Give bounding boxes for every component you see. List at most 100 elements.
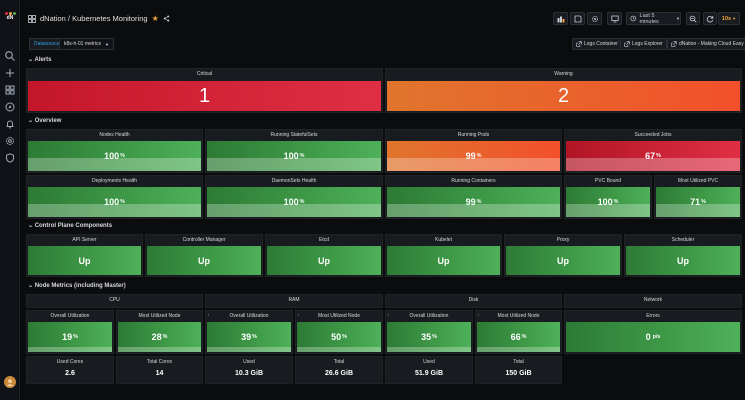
panel-scheduler[interactable]: Scheduler Up <box>624 234 742 277</box>
dashboards-icon[interactable] <box>4 84 16 96</box>
proxy-stat: Up <box>506 246 620 275</box>
panel-used-cores[interactable]: Used Cores 2.6 <box>26 356 114 384</box>
panel-title: Overall Utilization <box>50 313 90 319</box>
add-panel-icon <box>557 16 564 22</box>
refresh-button[interactable] <box>703 12 717 25</box>
panel-ram-used[interactable]: Used 10.3 GiB <box>205 356 293 384</box>
panel-disk-most-utilized[interactable]: i Most Utilized Node 66% <box>475 310 562 354</box>
succeeded-jobs-stat: 67% <box>566 141 740 171</box>
daemonsets-stat: 100% <box>207 187 381 217</box>
panel-cpu-overall[interactable]: Overall Utilization 19% <box>26 310 114 354</box>
panel-nodes-health[interactable]: Nodes Health 100% <box>26 129 203 173</box>
user-avatar[interactable] <box>4 376 16 388</box>
panel-critical[interactable]: Critical 1 <box>26 68 383 113</box>
panel-title: Most Utilized Node <box>318 313 360 319</box>
panel-api-server[interactable]: API Server Up <box>26 234 143 277</box>
breadcrumb: dNation / Kubernetes Monitoring ★ <box>28 14 170 23</box>
save-icon <box>574 15 581 22</box>
link-logs-explorer[interactable]: Logs Explorer <box>620 38 667 50</box>
group-disk: Disk <box>385 294 562 308</box>
share-icon[interactable] <box>163 15 170 22</box>
row-overview[interactable]: ⌄ Overview <box>28 118 62 124</box>
panel-title: Nodes Health <box>99 132 130 138</box>
panel-title: Errors <box>646 313 660 319</box>
datasource-select[interactable]: k8s-h-01 metrics ▼ <box>59 38 114 50</box>
panel-title: Running StatefulSets <box>270 132 318 138</box>
panel-disk-overall[interactable]: i Overall Utilization 35% <box>385 310 473 354</box>
warning-stat: 2 <box>387 81 740 111</box>
nodes-health-stat: 100% <box>28 141 201 171</box>
info-icon[interactable]: i <box>478 312 479 317</box>
panel-disk-used[interactable]: Used 51.9 GiB <box>385 356 473 384</box>
dashboard-settings-button[interactable] <box>587 12 602 25</box>
panel-ram-most-utilized[interactable]: i Most Utilized Node 50% <box>295 310 383 354</box>
panel-deployments-health[interactable]: Deployments Health 100% <box>26 175 203 219</box>
group-network: Network <box>564 294 742 308</box>
panel-ram-total[interactable]: Total 26.6 GiB <box>295 356 383 384</box>
star-icon[interactable]: ★ <box>151 14 159 23</box>
cpu-most-stat: 28% <box>118 322 201 352</box>
panel-title: Scheduler <box>671 237 695 243</box>
panel-daemonsets-health[interactable]: DaemonSets Health 100% <box>205 175 383 219</box>
settings-icon <box>591 15 598 22</box>
refresh-interval-picker[interactable]: 10s ▼ <box>718 12 740 25</box>
panel-title: Most Utilized Node <box>497 313 540 319</box>
bell-icon[interactable] <box>4 118 16 130</box>
dashboard-grid-icon <box>28 14 36 23</box>
panel-etcd[interactable]: Etcd Up <box>265 234 383 277</box>
panel-controller-manager[interactable]: Controller Manager Up <box>145 234 263 277</box>
search-icon[interactable] <box>4 50 16 62</box>
zoom-out-icon <box>689 15 697 23</box>
warning-value: 2 <box>557 84 570 107</box>
panel-title: Critical <box>196 71 213 77</box>
tv-mode-button[interactable] <box>607 12 622 25</box>
panel-ram-overall[interactable]: i Overall Utilization 39% <box>205 310 293 354</box>
panel-title: Total <box>333 359 345 365</box>
ram-overall-stat: 39% <box>207 322 291 352</box>
controller-manager-stat: Up <box>147 246 261 275</box>
info-icon[interactable]: i <box>298 312 299 317</box>
deployments-stat: 100% <box>28 187 201 217</box>
gear-icon[interactable] <box>4 135 16 147</box>
add-panel-button[interactable] <box>553 12 568 25</box>
panel-cpu-most-utilized[interactable]: Most Utilized Node 28% <box>116 310 203 354</box>
critical-value: 1 <box>198 84 211 107</box>
panel-total-cores[interactable]: Total Cores 14 <box>116 356 203 384</box>
panel-warning[interactable]: Warning 2 <box>385 68 742 113</box>
pvc-bound-stat: 100% <box>566 187 650 217</box>
panel-title: Etcd <box>318 237 329 243</box>
panel-disk-total[interactable]: Total 150 GiB <box>475 356 562 384</box>
panel-running-statefulsets[interactable]: Running StatefulSets 100% <box>205 129 383 173</box>
panel-title: Kubelet <box>435 237 452 243</box>
collapse-icon: ⌄ <box>28 118 35 124</box>
link-logs-container[interactable]: Logs Container <box>572 38 622 50</box>
panel-kubelet[interactable]: Kubelet Up <box>385 234 502 277</box>
time-range-picker[interactable]: Last 5 minutes ▼ <box>626 12 681 25</box>
zoom-out-button[interactable] <box>686 12 700 25</box>
dnation-logo[interactable]: dN <box>3 12 17 26</box>
panel-running-containers[interactable]: Running Containers 99% <box>385 175 562 219</box>
panel-title: Overall Utilization <box>409 313 449 319</box>
panel-running-pods[interactable]: Running Pods 99% <box>385 129 562 173</box>
panel-most-utilized-pvc[interactable]: Most Utilized PVC 71% <box>654 175 742 219</box>
api-server-stat: Up <box>28 246 141 275</box>
panel-title: DaemonSets Health <box>271 178 317 184</box>
link-dnation-cloud[interactable]: dNation - Making Cloud Easy <box>667 38 745 50</box>
panel-title: PVC Bound <box>594 178 622 184</box>
panel-succeeded-jobs[interactable]: Succeeded Jobs 67% <box>564 129 742 173</box>
panel-proxy[interactable]: Proxy Up <box>504 234 622 277</box>
panel-pvc-bound[interactable]: PVC Bound 100% <box>564 175 652 219</box>
panel-network-errors[interactable]: Errors 0 p/s <box>564 310 742 354</box>
explore-icon[interactable] <box>4 101 16 113</box>
save-dashboard-button[interactable] <box>570 12 585 25</box>
ram-used-value: 10.3 GiB <box>234 370 263 377</box>
plus-icon[interactable] <box>4 67 16 79</box>
row-node-metrics[interactable]: ⌄ Node Metrics (including Master) <box>28 283 126 289</box>
shield-icon[interactable] <box>4 152 16 164</box>
row-alerts[interactable]: ⌄ Alerts <box>28 57 52 63</box>
info-icon[interactable]: i <box>208 312 209 317</box>
group-cpu: CPU <box>26 294 203 308</box>
dashboard-title[interactable]: dNation / Kubernetes Monitoring <box>40 14 148 23</box>
info-icon[interactable]: i <box>388 312 389 317</box>
row-control-plane[interactable]: ⌄ Control Plane Components <box>28 223 113 229</box>
